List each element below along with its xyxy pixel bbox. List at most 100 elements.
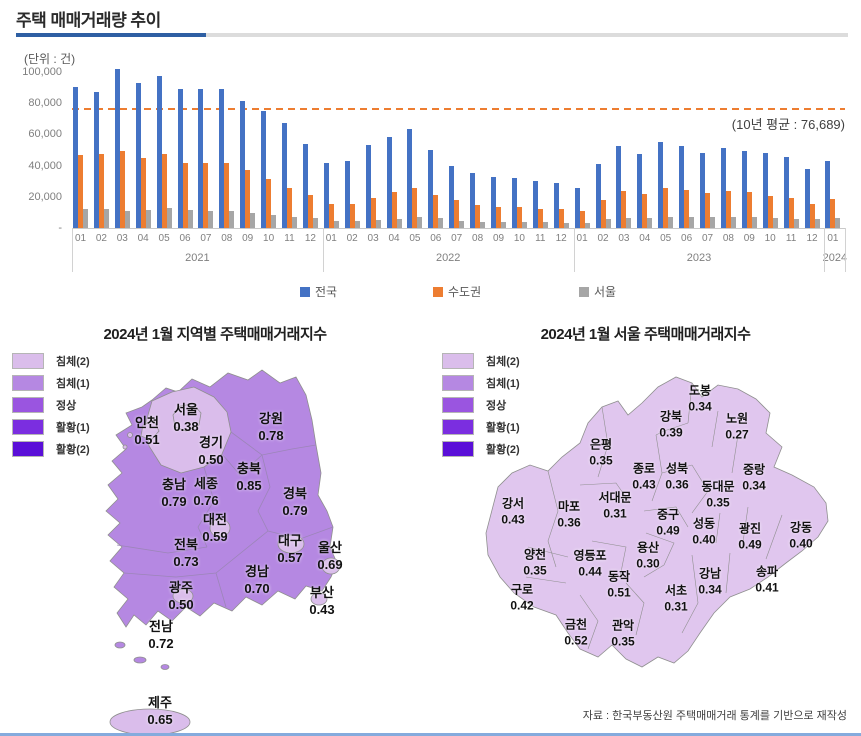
bar-서울-28 — [668, 217, 674, 228]
index-legend-item: 활황(2) — [12, 441, 90, 457]
bar-서울-21 — [521, 221, 527, 228]
bar-서울-29 — [689, 217, 695, 228]
month-label: 10 — [513, 233, 525, 244]
region-name: 광주 — [169, 580, 193, 596]
region-value: 0.57 — [277, 550, 303, 565]
region-name: 충북 — [237, 461, 261, 477]
region-value: 0.43 — [309, 602, 335, 617]
month-label: 01 — [325, 233, 337, 244]
bar-서울-15 — [396, 219, 402, 228]
month-label: 05 — [158, 233, 170, 244]
month-label: 04 — [639, 233, 651, 244]
bar-서울-36 — [835, 217, 841, 228]
bar-수도권-36 — [830, 199, 836, 228]
bar-전국-20 — [491, 177, 496, 228]
bar-전국-4 — [156, 75, 162, 228]
bar-전국-34 — [783, 157, 789, 228]
year-label: 2023 — [686, 252, 712, 264]
month-label: 07 — [200, 233, 212, 244]
bar-수도권-32 — [746, 191, 752, 228]
bar-수도권-31 — [725, 190, 731, 228]
bar-전국-32 — [741, 150, 747, 228]
bar-수도권-16 — [412, 188, 418, 228]
bar-전국-16 — [407, 129, 413, 228]
region-label-대전: 대전 0.59 — [202, 512, 227, 546]
title-underline-accent — [16, 33, 206, 37]
month-label: 01 — [74, 233, 87, 244]
bar-수도권-34 — [788, 198, 794, 228]
month-label: 09 — [242, 233, 254, 244]
month-label: 09 — [492, 233, 505, 244]
region-label-충북: 충북 0.85 — [236, 461, 261, 495]
district-value: 0.34 — [688, 399, 712, 413]
region-name: 서울 — [174, 402, 198, 418]
bar-수도권-35 — [809, 203, 815, 228]
bar-전국-14 — [365, 144, 371, 228]
month-label: 06 — [681, 233, 693, 244]
ten-year-average-label: (10년 평균 : 76,689) — [731, 117, 845, 132]
bar-수도권-14 — [370, 197, 376, 228]
district-label-강남: 강남 0.34 — [698, 566, 721, 597]
index-legend-label: 침체(2) — [486, 356, 520, 368]
district-label-마포: 마포 0.36 — [557, 499, 580, 530]
bar-전국-26 — [616, 146, 622, 228]
district-label-금천: 금천 0.52 — [564, 617, 587, 648]
index-legend-swatch — [12, 353, 44, 369]
bar-서울-7 — [229, 210, 235, 228]
month-label: 11 — [535, 233, 546, 244]
bar-수도권-33 — [767, 196, 773, 228]
district-value: 0.42 — [510, 598, 534, 612]
month-label: 07 — [701, 233, 714, 244]
district-label-양천: 양천 0.35 — [523, 547, 546, 578]
district-label-서대문: 서대문 0.31 — [598, 490, 631, 521]
region-value: 0.76 — [193, 493, 219, 508]
region-name: 경남 — [245, 564, 269, 580]
index-legend-label: 정상 — [486, 400, 507, 412]
district-name: 용산 — [636, 540, 660, 555]
district-value: 0.34 — [742, 478, 766, 492]
district-label-강북: 강북 0.39 — [659, 409, 682, 440]
bar-서울-14 — [375, 220, 381, 228]
region-name: 인천 — [135, 415, 159, 431]
bar-전국-2 — [114, 68, 120, 228]
month-label: 02 — [597, 233, 609, 244]
y-tick-label: 20,000 — [28, 190, 62, 203]
bar-수도권-15 — [391, 192, 397, 228]
district-value: 0.43 — [501, 512, 525, 526]
bar-서울-5 — [187, 209, 193, 228]
district-value: 0.35 — [523, 563, 547, 577]
bar-전국-36 — [825, 160, 831, 228]
bar-전국-21 — [511, 177, 517, 228]
index-legend-label: 침체(2) — [56, 356, 90, 368]
district-name: 양천 — [523, 547, 547, 562]
bar-전국-6 — [198, 89, 204, 228]
district-value: 0.34 — [698, 582, 722, 596]
district-value: 0.31 — [603, 506, 627, 520]
month-label: 03 — [618, 233, 630, 244]
district-name: 성동 — [692, 516, 716, 531]
region-label-대구: 대구 0.57 — [277, 533, 302, 567]
index-legend-swatch — [12, 397, 44, 413]
bar-수도권-25 — [600, 199, 606, 228]
bar-서울-2 — [124, 210, 130, 228]
index-legend-item: 활황(1) — [12, 419, 90, 435]
서울-swatch — [579, 286, 589, 297]
bar-수도권-6 — [203, 162, 209, 228]
bar-서울-25 — [605, 219, 611, 228]
month-label: 04 — [388, 233, 400, 244]
chart-legend-전국: 전국 — [300, 283, 337, 300]
region-value: 0.59 — [202, 529, 228, 544]
bar-수도권-21 — [516, 207, 522, 228]
district-label-송파: 송파 0.41 — [755, 564, 778, 595]
bar-서울-32 — [751, 217, 757, 228]
bar-서울-34 — [793, 218, 799, 228]
region-value: 0.79 — [161, 494, 187, 509]
bar-전국-17 — [428, 149, 434, 228]
bar-서울-18 — [459, 220, 465, 228]
district-name: 송파 — [755, 564, 779, 579]
incheon-island — [127, 432, 133, 438]
region-value: 0.78 — [258, 428, 284, 443]
source-note: 자료 : 한국부동산원 주택매매거래 통계를 기반으로 재작성 — [582, 710, 847, 722]
bar-수도권-10 — [287, 187, 292, 228]
region-label-강원: 강원 0.78 — [258, 411, 283, 445]
